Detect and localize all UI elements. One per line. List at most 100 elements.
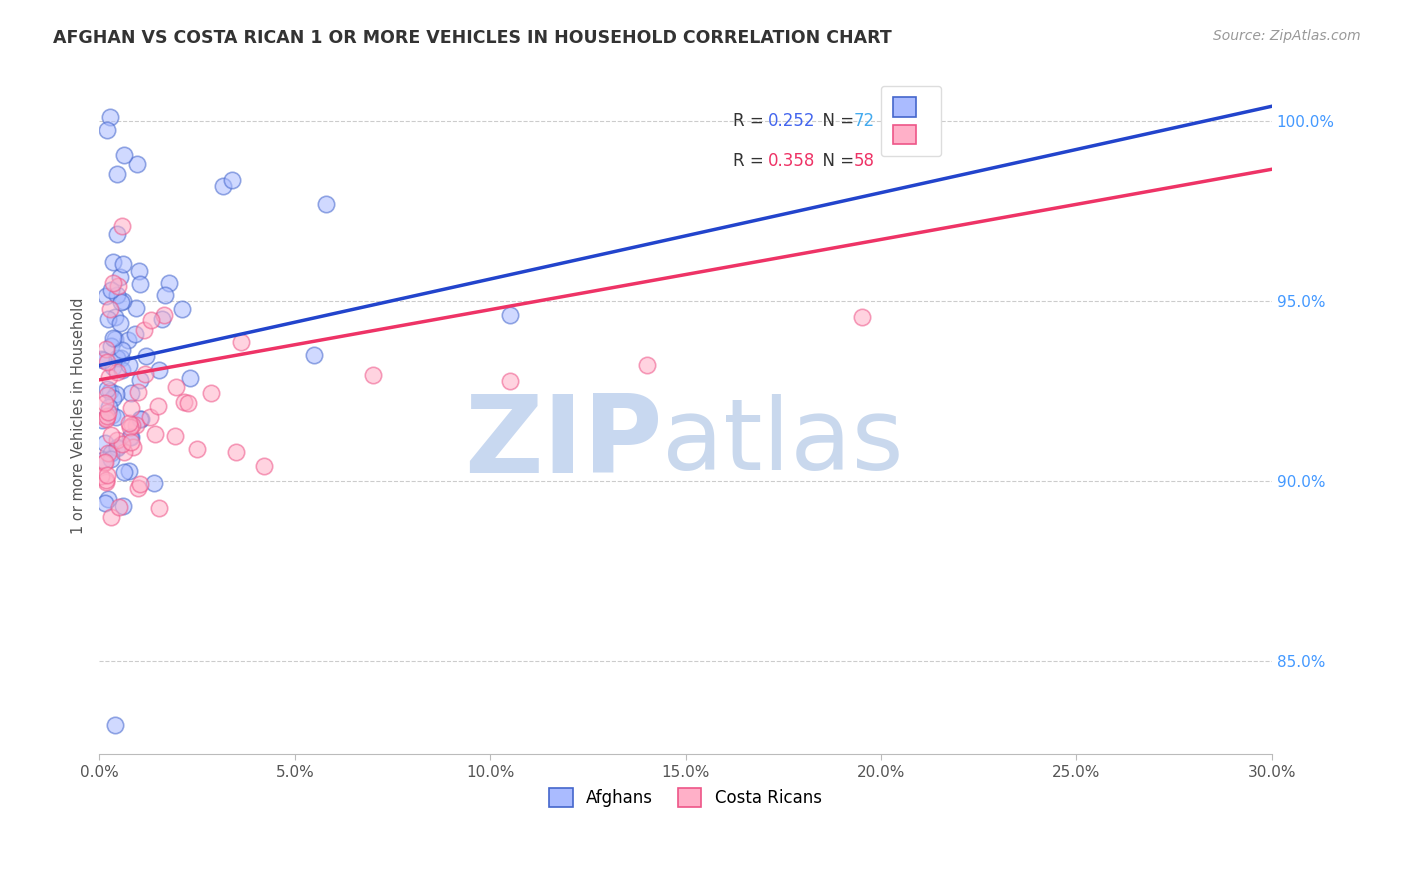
Point xyxy=(124,326,146,341)
Point xyxy=(111,257,134,271)
Point xyxy=(100,428,122,442)
Point xyxy=(148,363,170,377)
Point xyxy=(131,411,153,425)
Point xyxy=(107,440,129,454)
Point xyxy=(93,456,115,470)
Point xyxy=(159,277,181,291)
Point xyxy=(104,310,127,325)
Point xyxy=(94,496,117,510)
Point xyxy=(105,410,128,425)
Point xyxy=(94,455,117,469)
Point xyxy=(107,279,129,293)
Point xyxy=(90,469,112,483)
Point xyxy=(94,475,117,489)
Point xyxy=(148,500,170,515)
Text: R =: R = xyxy=(733,152,769,169)
Text: N =: N = xyxy=(813,112,859,130)
Point xyxy=(101,331,124,345)
Point xyxy=(127,384,149,399)
Point xyxy=(96,411,118,425)
Text: R =: R = xyxy=(733,112,769,130)
Point xyxy=(499,374,522,388)
Point xyxy=(96,311,118,326)
Point xyxy=(108,270,131,285)
Point xyxy=(165,429,187,443)
Point xyxy=(94,473,117,487)
Point xyxy=(636,358,658,372)
Point xyxy=(170,301,193,316)
Text: 0.252: 0.252 xyxy=(768,112,815,130)
Point xyxy=(96,382,118,396)
Point xyxy=(98,384,121,398)
Point xyxy=(127,481,149,495)
Point xyxy=(112,499,135,513)
Point xyxy=(129,373,152,387)
Point xyxy=(110,351,132,365)
Point xyxy=(105,351,128,365)
Point xyxy=(96,388,118,402)
Point xyxy=(225,445,247,459)
Point xyxy=(173,394,195,409)
Point xyxy=(118,417,141,431)
Point xyxy=(94,342,117,356)
Point xyxy=(100,283,122,297)
Point xyxy=(117,333,139,347)
Point xyxy=(179,370,201,384)
Text: atlas: atlas xyxy=(662,394,904,491)
Point xyxy=(122,440,145,454)
Point xyxy=(91,412,114,426)
Point xyxy=(100,445,122,459)
Point xyxy=(304,348,326,362)
Point xyxy=(121,418,143,433)
Legend: Afghans, Costa Ricans: Afghans, Costa Ricans xyxy=(543,781,828,814)
Point xyxy=(111,343,134,358)
Point xyxy=(124,417,146,432)
Point xyxy=(150,312,173,326)
Point xyxy=(105,365,128,379)
Point xyxy=(100,509,122,524)
Point xyxy=(143,476,166,491)
Point xyxy=(135,349,157,363)
Point xyxy=(108,316,131,330)
Point xyxy=(165,380,187,394)
Point xyxy=(186,442,208,456)
Y-axis label: 1 or more Vehicles in Household: 1 or more Vehicles in Household xyxy=(72,298,86,534)
Point xyxy=(105,227,128,241)
Point xyxy=(96,409,118,424)
Point xyxy=(101,276,124,290)
Point xyxy=(103,255,125,269)
Point xyxy=(851,310,873,324)
Point xyxy=(104,718,127,732)
Point xyxy=(134,368,156,382)
Point xyxy=(110,294,132,309)
Point xyxy=(118,464,141,478)
Point xyxy=(315,197,337,211)
Point xyxy=(114,147,136,161)
Point xyxy=(105,441,128,455)
Point xyxy=(100,452,122,467)
Point xyxy=(94,435,117,450)
Point xyxy=(120,401,142,415)
Point xyxy=(252,458,274,473)
Point xyxy=(97,370,120,384)
Point xyxy=(105,433,128,447)
Point xyxy=(499,308,522,322)
Point xyxy=(129,476,152,491)
Point xyxy=(143,427,166,442)
Point xyxy=(101,391,124,405)
Point xyxy=(98,302,121,317)
Text: AFGHAN VS COSTA RICAN 1 OR MORE VEHICLES IN HOUSEHOLD CORRELATION CHART: AFGHAN VS COSTA RICAN 1 OR MORE VEHICLES… xyxy=(53,29,893,46)
Point xyxy=(221,173,243,187)
Point xyxy=(93,353,115,368)
Point xyxy=(98,110,121,124)
Point xyxy=(200,385,222,400)
Point xyxy=(118,358,141,372)
Point xyxy=(112,293,135,308)
Point xyxy=(112,465,135,479)
Point xyxy=(96,123,118,137)
Point xyxy=(90,352,112,367)
Point xyxy=(112,444,135,458)
Text: 0.358: 0.358 xyxy=(768,152,815,169)
Point xyxy=(120,435,142,450)
Point xyxy=(98,400,121,414)
